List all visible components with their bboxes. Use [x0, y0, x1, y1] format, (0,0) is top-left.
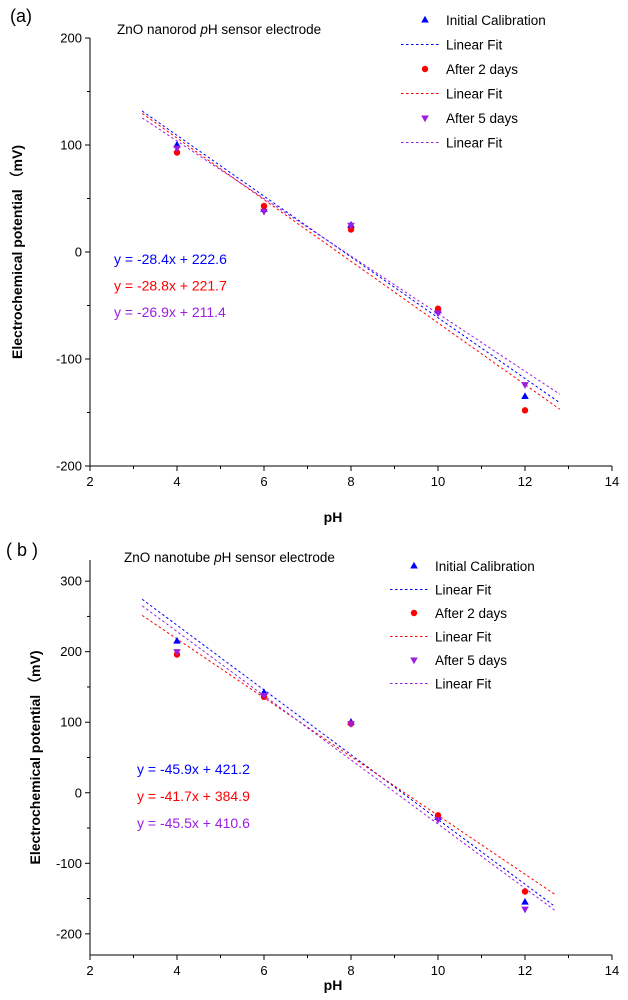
x-tick-label: 4	[173, 474, 180, 489]
data-point	[434, 812, 442, 819]
chart-title: ZnO nanorod pH sensor electrode	[117, 22, 321, 37]
y-tick-label: 200	[60, 644, 82, 659]
y-axis-label: Electrochemical potential （mV)	[27, 651, 43, 865]
data-point	[521, 392, 529, 399]
data-point	[434, 817, 442, 824]
fit-line	[141, 117, 561, 395]
y-tick-label: 100	[60, 715, 82, 730]
legend-marker	[410, 609, 418, 617]
legend-marker	[410, 657, 418, 665]
fit-equation: y = -26.9x + 211.4	[114, 304, 226, 320]
x-tick-label: 12	[518, 963, 532, 978]
x-tick-label: 8	[347, 474, 354, 489]
legend-label: Linear Fit	[435, 583, 492, 598]
legend-marker	[421, 115, 429, 123]
legend-marker	[421, 15, 429, 23]
x-axis-label: pH	[324, 977, 343, 993]
data-point	[347, 222, 355, 230]
legend-marker	[421, 65, 429, 73]
legend-label: Linear Fit	[446, 136, 503, 151]
data-point	[173, 145, 181, 153]
x-tick-label: 6	[260, 963, 267, 978]
data-point	[173, 649, 181, 656]
x-tick-label: 6	[260, 474, 267, 489]
y-tick-label: 300	[60, 574, 82, 589]
data-point	[173, 636, 181, 644]
fit-line	[141, 605, 556, 912]
chart-title-part: p	[199, 22, 208, 37]
chart-panel-1: 2 4 6 8 10 12 14 -200 -100 0 100 200 pH Electrochemic…	[9, 6, 619, 525]
x-tick-label: 10	[431, 963, 445, 978]
fit-equation: y = -28.4x + 222.6	[114, 251, 227, 267]
legend-label: After 2 days	[446, 62, 518, 77]
x-axis-label: pH	[324, 509, 343, 525]
y-tick-label: 0	[75, 245, 82, 260]
fit-line	[141, 112, 561, 410]
fit-line	[141, 598, 556, 908]
panel-label: ( b )	[6, 540, 38, 560]
data-point	[260, 208, 268, 216]
chart-panel-2: 2 4 6 8 10 12 14 -200 -100 0 100 200 300 pH Electroche…	[6, 540, 619, 993]
fit-equation: y = -45.9x + 421.2	[137, 761, 250, 777]
x-tick-label: 8	[347, 963, 354, 978]
data-point	[521, 888, 529, 895]
data-point	[173, 149, 181, 156]
data-point	[521, 382, 529, 389]
legend-label: Linear Fit	[446, 87, 503, 102]
legend-label: Linear Fit	[435, 630, 492, 645]
data-point	[521, 906, 529, 914]
fit-equation: y = -28.8x + 221.7	[114, 278, 227, 294]
chart-title-part: H sensor electrode	[208, 22, 321, 37]
fit-equation: y = -45.5x + 410.6	[137, 815, 250, 831]
x-tick-label: 2	[86, 963, 93, 978]
data-point	[347, 721, 355, 728]
data-point	[434, 305, 442, 312]
legend-label: After 2 days	[435, 606, 507, 621]
legend-label: Initial Calibration	[435, 559, 535, 574]
y-tick-label: -200	[56, 926, 82, 941]
legend-label: Initial Calibration	[446, 13, 546, 28]
y-tick-label: -100	[56, 352, 82, 367]
fit-equation: y = -41.7x + 384.9	[137, 788, 250, 804]
x-tick-label: 4	[173, 963, 180, 978]
x-tick-label: 12	[518, 474, 532, 489]
data-point	[260, 692, 268, 700]
x-tick-label: 14	[605, 963, 619, 978]
legend-label: After 5 days	[446, 111, 518, 126]
y-tick-label: -100	[56, 856, 82, 871]
x-tick-label: 10	[431, 474, 445, 489]
y-tick-label: 200	[60, 31, 82, 46]
x-tick-label: 14	[605, 474, 619, 489]
data-point	[260, 202, 268, 210]
panel-label: (a)	[10, 6, 32, 26]
legend-label: After 5 days	[435, 653, 507, 668]
y-tick-label: 100	[60, 138, 82, 153]
legend-label: Linear Fit	[435, 677, 492, 692]
y-tick-label: -200	[56, 459, 82, 474]
chart-title-part: p	[213, 550, 222, 565]
y-axis-label: Electrochemical potential （mV)	[9, 145, 25, 359]
y-tick-label: 0	[75, 785, 82, 800]
data-point	[434, 310, 442, 318]
data-point	[347, 226, 355, 233]
chart-title-part: ZnO nanotube	[124, 550, 214, 565]
chart-title-part: H sensor electrode	[222, 550, 335, 565]
data-point	[521, 407, 529, 414]
chart-title: ZnO nanotube pH sensor electrode	[124, 550, 335, 565]
legend-marker	[410, 561, 418, 569]
data-point	[521, 897, 529, 905]
x-tick-label: 2	[86, 474, 93, 489]
fit-line	[141, 614, 556, 896]
chart-title-part: ZnO nanorod	[117, 22, 200, 37]
legend-label: Linear Fit	[446, 38, 503, 53]
